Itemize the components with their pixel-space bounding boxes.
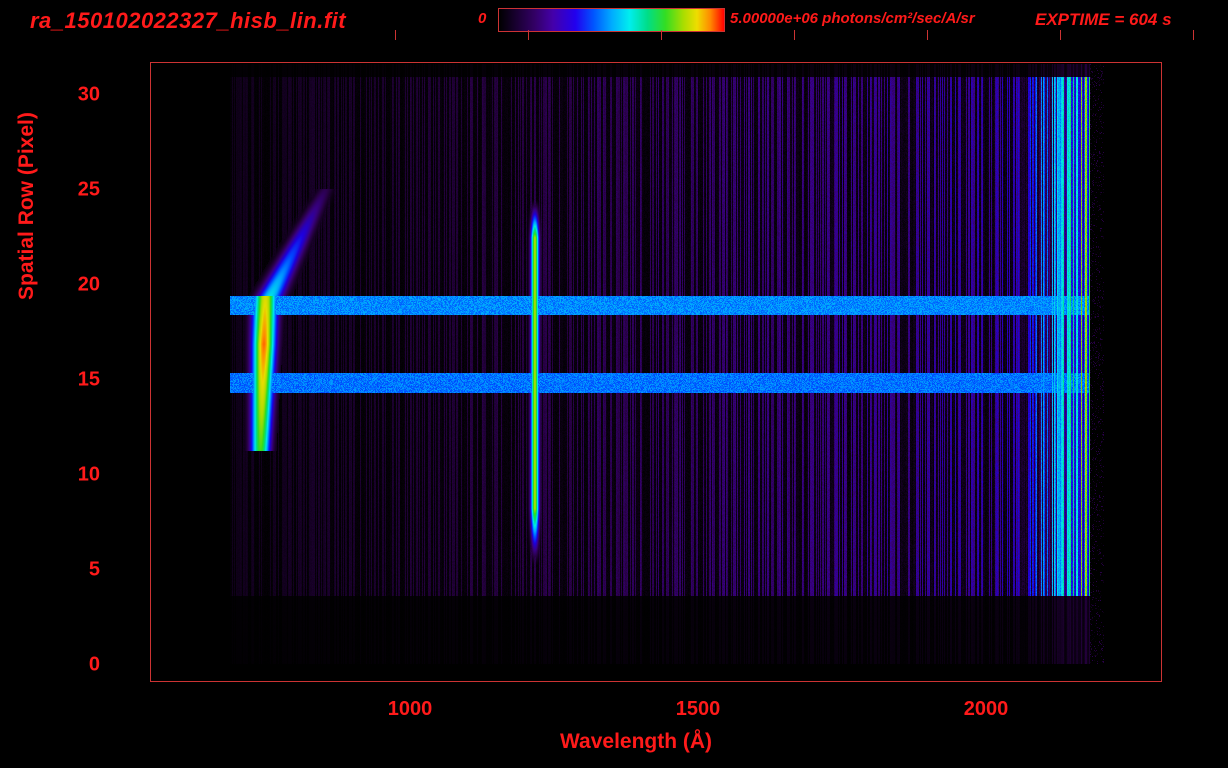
page-title: ra_150102022327_hisb_lin.fit [30, 8, 346, 34]
colorbar-max-label: 5.00000e+06 photons/cm²/sec/A/sr [730, 10, 975, 27]
y-tick-30: 30 [60, 84, 100, 107]
colorbar-tickmarks [395, 30, 1195, 40]
x-tick-2000: 2000 [964, 698, 1009, 721]
fits-viewer-root: ra_150102022327_hisb_lin.fit EXPTIME = 6… [0, 0, 1228, 768]
fits-spectral-heatmap[interactable] [216, 64, 1116, 664]
y-axis-title: Spatial Row (Pixel) [15, 112, 39, 300]
y-tick-5: 5 [60, 559, 100, 582]
spectral-image-canvas-container [216, 64, 1116, 664]
y-tick-0: 0 [60, 654, 100, 677]
y-tick-20: 20 [60, 274, 100, 297]
y-tick-10: 10 [60, 464, 100, 487]
colorbar-gradient [498, 8, 725, 32]
y-tick-25: 25 [60, 179, 100, 202]
x-tick-1000: 1000 [388, 698, 433, 721]
colorbar-min-label: 0 [478, 10, 486, 27]
exptime-label: EXPTIME = 604 s [1035, 10, 1172, 30]
x-axis-title: Wavelength (Å) [560, 730, 712, 754]
x-tick-1500: 1500 [676, 698, 721, 721]
spectral-image-plot[interactable] [150, 62, 1162, 682]
y-tick-15: 15 [60, 369, 100, 392]
